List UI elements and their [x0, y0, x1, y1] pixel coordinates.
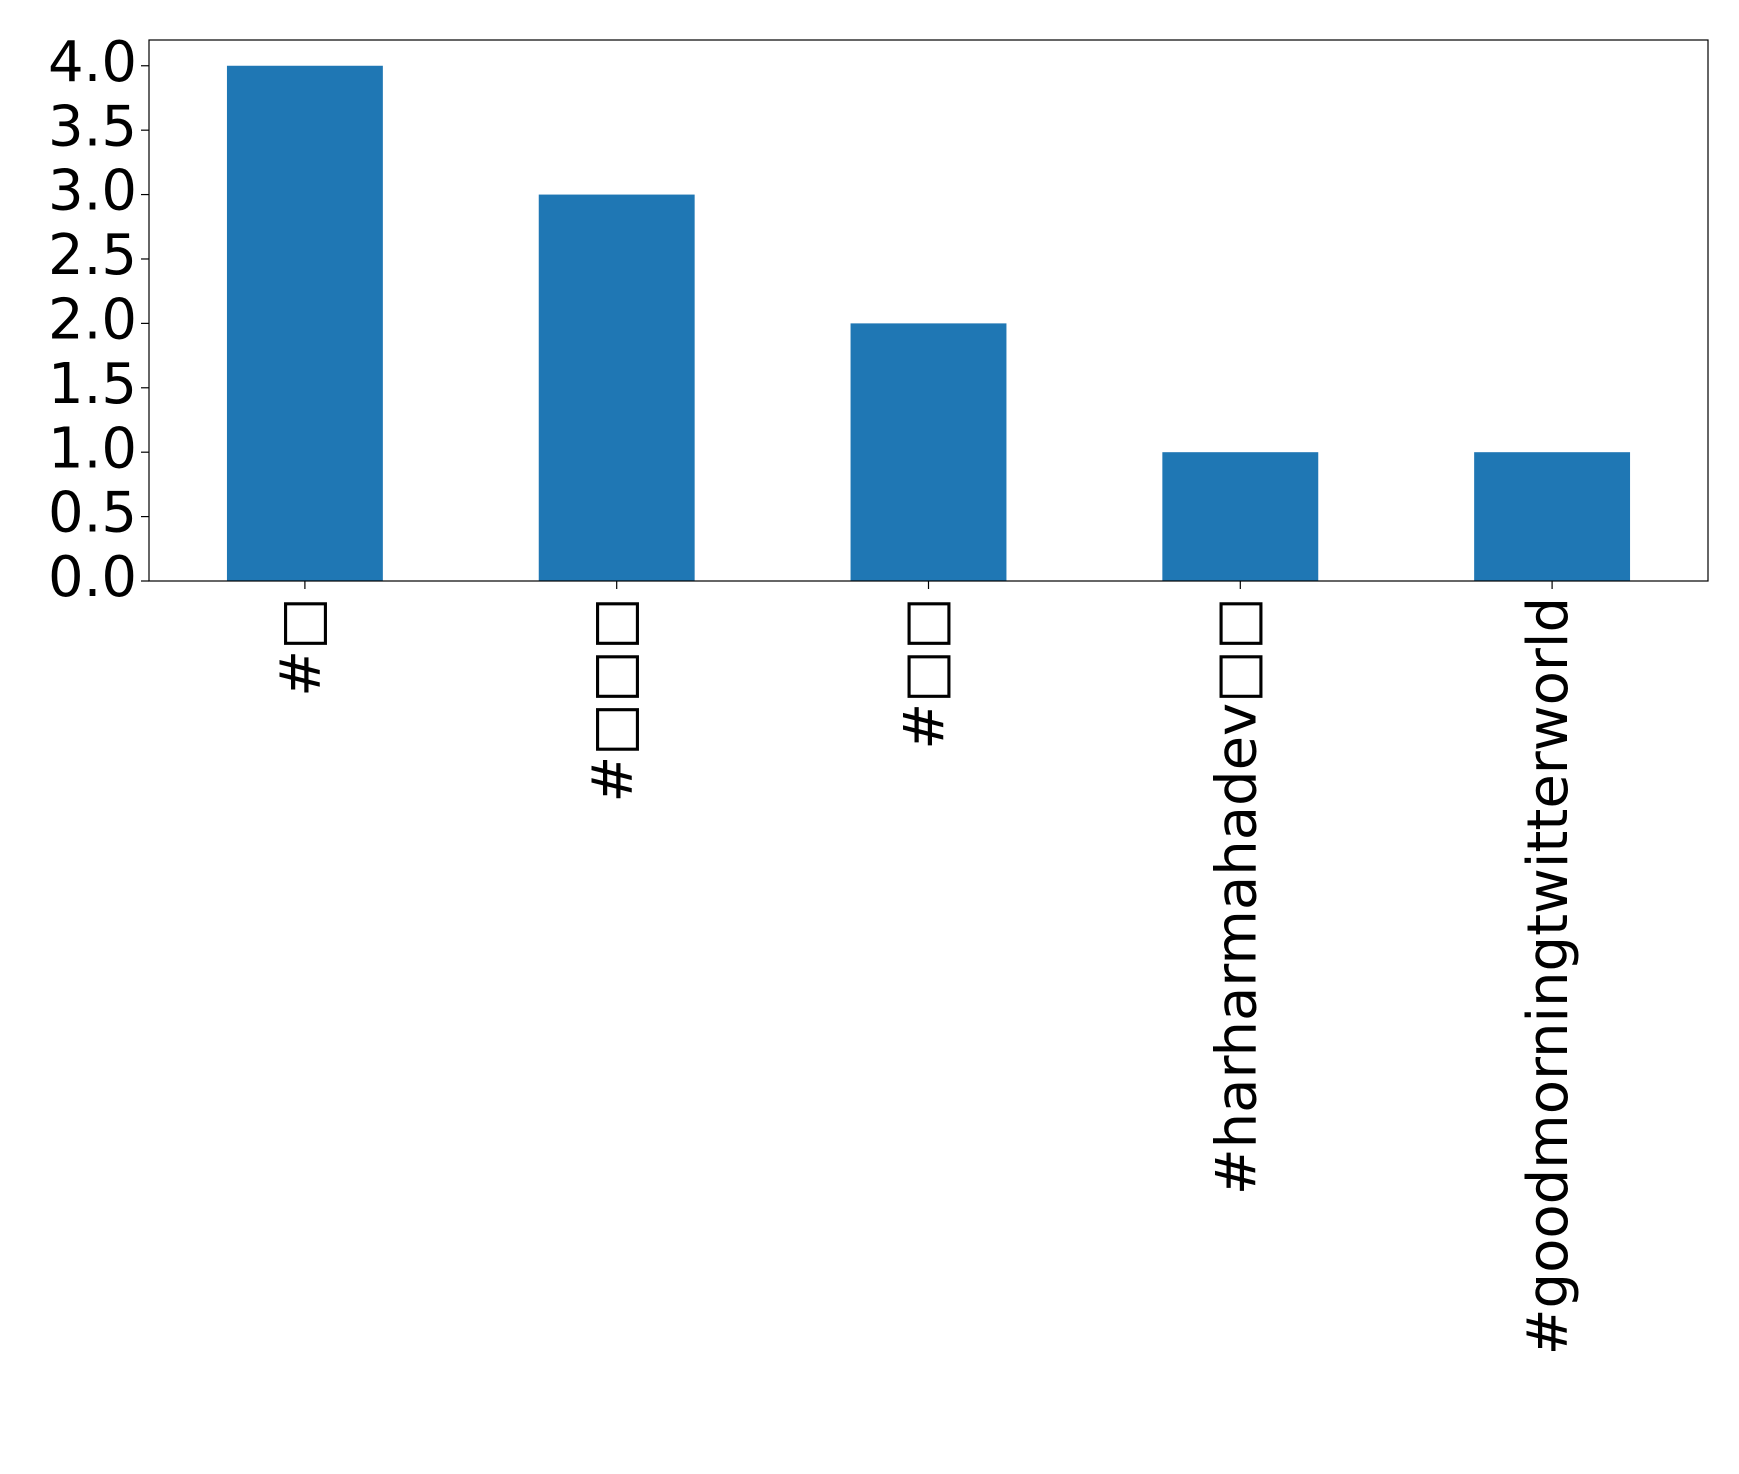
x-tick-label: #harharmahadev□□ [1204, 597, 1269, 1195]
y-tick-label: 1.5 [48, 352, 137, 417]
y-tick-label: 2.0 [48, 288, 137, 353]
bar [850, 323, 1007, 581]
y-tick-label: 3.5 [48, 94, 137, 159]
bar [1474, 452, 1631, 581]
bar [1162, 452, 1319, 581]
y-tick-label: 1.0 [48, 416, 137, 481]
x-tick-label: #□□□ [581, 597, 646, 803]
bar [226, 65, 383, 581]
bar [538, 194, 695, 582]
plot-frame [148, 39, 1709, 582]
x-tick-label: #□ [269, 597, 334, 697]
y-tick-label: 4.0 [48, 30, 137, 95]
y-tick-label: 0.5 [48, 481, 137, 546]
x-tick-label: #goodmorningtwitterworld [1516, 597, 1581, 1355]
y-tick-label: 3.0 [48, 159, 137, 224]
x-tick-label: #□□ [893, 597, 958, 750]
y-tick-label: 0.0 [48, 545, 137, 610]
y-tick-label: 2.5 [48, 223, 137, 288]
